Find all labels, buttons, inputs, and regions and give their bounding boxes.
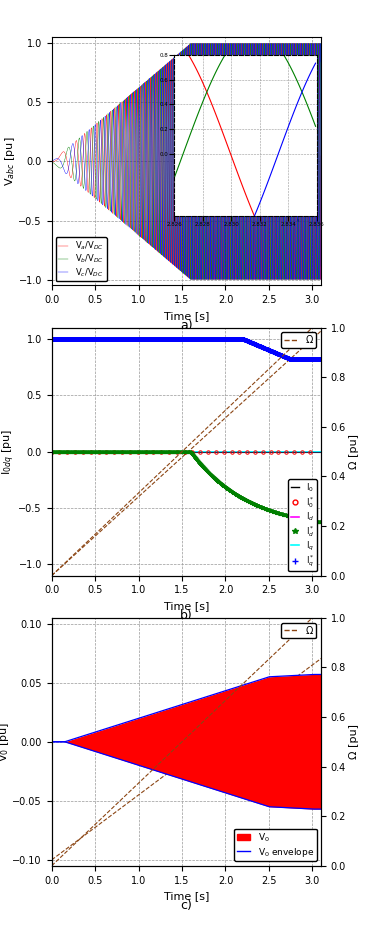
- Legend: Ω: Ω: [280, 622, 316, 638]
- V$_c$/V$_{DC}$: [226, 125, 231, 137]
- Y-axis label: I$_{0dq}$ [pu]: I$_{0dq}$ [pu]: [1, 429, 17, 475]
- Ω: [127, 786, 131, 797]
- Legend: V$_a$/V$_{DC}$, V$_b$/V$_{DC}$, V$_c$/V$_{DC}$: V$_a$/V$_{DC}$, V$_b$/V$_{DC}$, V$_c$/V$…: [56, 237, 107, 282]
- V$_a$/V$_{DC}$: [303, 274, 307, 285]
- Legend: Ω: Ω: [280, 332, 316, 348]
- Ω: [319, 314, 323, 325]
- Ω: [226, 692, 231, 703]
- Bar: [297, 102, 298, 221]
- V$_a$/V$_{DC}$: [82, 134, 86, 145]
- Y-axis label: V$_0$ [pu]: V$_0$ [pu]: [0, 722, 11, 762]
- Ω: [319, 604, 323, 615]
- V$_c$/V$_{DC}$: [49, 155, 54, 167]
- Line: Ω: Ω: [52, 319, 321, 576]
- Ω: [290, 632, 294, 643]
- Ω: [127, 496, 131, 507]
- Ω: [82, 829, 86, 841]
- V$_b$/V$_{DC}$: [127, 102, 131, 113]
- V$_b$/V$_{DC}$: [226, 72, 231, 83]
- V$_c$/V$_{DC}$: [127, 216, 131, 227]
- Ω: [160, 464, 165, 475]
- V$_c$/V$_{DC}$: [148, 224, 153, 235]
- V$_c$/V$_{DC}$: [82, 153, 86, 164]
- Text: c): c): [180, 899, 192, 913]
- V$_a$/V$_{DC}$: [160, 104, 165, 115]
- Ω: [49, 570, 54, 581]
- V$_c$/V$_{DC}$: [290, 261, 294, 272]
- Line: Ω: Ω: [52, 609, 321, 866]
- V$_b$/V$_{DC}$: [160, 114, 165, 125]
- V$_a$/V$_{DC}$: [148, 79, 153, 90]
- Ω: [148, 766, 153, 777]
- V$_a$/V$_{DC}$: [226, 270, 231, 281]
- Ω: [160, 754, 165, 766]
- V$_a$/V$_{DC}$: [127, 149, 131, 160]
- V$_b$/V$_{DC}$: [82, 182, 86, 193]
- Ω: [290, 342, 294, 353]
- V$_c$/V$_{DC}$: [263, 37, 268, 49]
- V$_b$/V$_{DC}$: [290, 153, 294, 164]
- V$_c$/V$_{DC}$: [264, 274, 268, 285]
- V$_c$/V$_{DC}$: [160, 250, 165, 261]
- Line: V$_b$/V$_{DC}$: V$_b$/V$_{DC}$: [52, 43, 321, 280]
- Ω: [49, 860, 54, 871]
- Legend: V$_0$, V$_0$ envelope: V$_0$, V$_0$ envelope: [234, 828, 317, 861]
- V$_a$/V$_{DC}$: [284, 37, 289, 49]
- Ω: [82, 539, 86, 550]
- V$_b$/V$_{DC}$: [148, 166, 153, 177]
- Legend: I$_0$, I$_0^*$, I$_d$, I$_d^*$, I$_q$, I$_q^*$: I$_0$, I$_0^*$, I$_d$, I$_d^*$, I$_q$, I…: [289, 479, 317, 572]
- V$_b$/V$_{DC}$: [294, 274, 299, 285]
- V$_a$/V$_{DC}$: [49, 155, 54, 167]
- Ω: [226, 402, 231, 413]
- Y-axis label: Ω [pu]: Ω [pu]: [349, 434, 359, 469]
- Text: b): b): [180, 609, 193, 622]
- Y-axis label: V$_{abc}$ [pu]: V$_{abc}$ [pu]: [3, 137, 17, 186]
- Line: V$_c$/V$_{DC}$: V$_c$/V$_{DC}$: [52, 43, 321, 280]
- Y-axis label: Ω [pu]: Ω [pu]: [349, 724, 359, 759]
- X-axis label: Time [s]: Time [s]: [164, 891, 209, 901]
- Line: V$_a$/V$_{DC}$: V$_a$/V$_{DC}$: [52, 43, 321, 280]
- Ω: [148, 475, 153, 487]
- V$_a$/V$_{DC}$: [319, 121, 323, 132]
- V$_a$/V$_{DC}$: [290, 55, 294, 66]
- V$_b$/V$_{DC}$: [49, 155, 54, 167]
- V$_b$/V$_{DC}$: [276, 37, 281, 49]
- X-axis label: Time [s]: Time [s]: [164, 311, 209, 321]
- Text: a): a): [180, 319, 193, 332]
- X-axis label: Time [s]: Time [s]: [164, 601, 209, 611]
- V$_c$/V$_{DC}$: [319, 76, 323, 87]
- V$_b$/V$_{DC}$: [319, 271, 323, 283]
